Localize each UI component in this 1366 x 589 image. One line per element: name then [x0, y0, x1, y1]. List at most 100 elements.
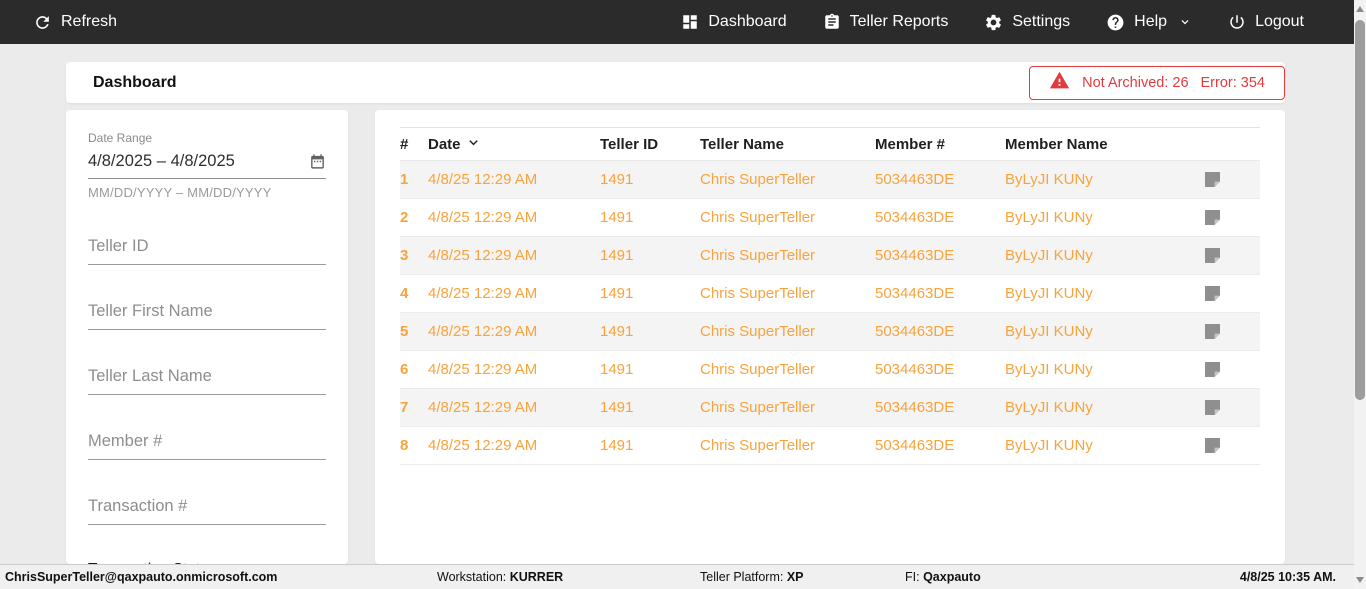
table-row[interactable]: 2 4/8/25 12:29 AM 1491 Chris SuperTeller…	[400, 198, 1260, 237]
row-member-number: 5034463DE	[875, 236, 1005, 275]
teller-id-input[interactable]	[88, 233, 326, 264]
transaction-number-field	[88, 493, 326, 525]
page-header-card: Dashboard Not Archived: 26 Error: 354	[66, 62, 1285, 103]
archive-error-alert-badge[interactable]: Not Archived: 26 Error: 354	[1029, 65, 1285, 100]
row-date: 4/8/25 12:29 AM	[428, 236, 600, 275]
row-teller-name: Chris SuperTeller	[700, 274, 875, 313]
row-member-name: ByLyJI KUNy	[1005, 426, 1205, 465]
note-icon[interactable]	[1205, 248, 1220, 263]
row-teller-id: 1491	[600, 198, 700, 237]
error-count: Error: 354	[1200, 74, 1265, 91]
chevron-down-icon	[1178, 15, 1192, 29]
not-archived-count: Not Archived: 26	[1082, 74, 1189, 91]
nav-item-settings[interactable]: Settings	[984, 13, 1070, 32]
row-number: 7	[400, 388, 428, 427]
row-date: 4/8/25 12:29 AM	[428, 198, 600, 237]
member-number-field	[88, 428, 326, 460]
row-teller-id: 1491	[600, 426, 700, 465]
note-icon[interactable]	[1205, 362, 1220, 377]
nav-item-label: Dashboard	[708, 13, 787, 30]
calendar-icon[interactable]	[309, 153, 326, 170]
note-icon[interactable]	[1205, 324, 1220, 339]
row-teller-id: 1491	[600, 312, 700, 351]
teller-last-name-input[interactable]	[88, 363, 326, 394]
nav-item-dashboard[interactable]: Dashboard	[681, 13, 787, 31]
row-notes-cell	[1205, 236, 1260, 275]
date-range-input[interactable]	[88, 152, 309, 171]
row-number: 1	[400, 160, 428, 199]
scrollbar-thumb[interactable]	[1355, 20, 1365, 400]
clipboard-icon	[823, 13, 841, 31]
note-icon[interactable]	[1205, 400, 1220, 415]
scroll-down-arrow-icon[interactable]	[1356, 577, 1364, 583]
table-row[interactable]: 1 4/8/25 12:29 AM 1491 Chris SuperTeller…	[400, 160, 1260, 199]
status-bar: ChrisSuperTeller@qaxpauto.onmicrosoft.co…	[0, 564, 1366, 589]
refresh-button[interactable]: Refresh	[33, 13, 117, 32]
refresh-icon	[33, 13, 52, 32]
row-number: 2	[400, 198, 428, 237]
row-member-name: ByLyJI KUNy	[1005, 350, 1205, 389]
row-date: 4/8/25 12:29 AM	[428, 312, 600, 351]
table-header-row: # Date Teller ID Teller Name Member # Me…	[400, 127, 1260, 161]
teller-first-name-input[interactable]	[88, 298, 326, 329]
row-teller-name: Chris SuperTeller	[700, 236, 875, 275]
teller-last-name-field	[88, 363, 326, 395]
row-teller-name: Chris SuperTeller	[700, 198, 875, 237]
column-header-date[interactable]: Date	[428, 127, 600, 161]
row-teller-id: 1491	[600, 350, 700, 389]
row-member-number: 5034463DE	[875, 274, 1005, 313]
nav-item-logout[interactable]: Logout	[1228, 13, 1304, 31]
row-notes-cell	[1205, 426, 1260, 465]
row-member-name: ByLyJI KUNy	[1005, 198, 1205, 237]
help-icon	[1106, 13, 1125, 32]
row-notes-cell	[1205, 388, 1260, 427]
row-member-name: ByLyJI KUNy	[1005, 160, 1205, 199]
power-icon	[1228, 13, 1246, 31]
filters-sidebar: Date Range MM/DD/YYYY – MM/DD/YYYY Trans…	[66, 110, 348, 564]
nav-item-teller-reports[interactable]: Teller Reports	[823, 13, 949, 31]
row-teller-id: 1491	[600, 388, 700, 427]
row-notes-cell	[1205, 274, 1260, 313]
table-row[interactable]: 4 4/8/25 12:29 AM 1491 Chris SuperTeller…	[400, 274, 1260, 313]
table-row[interactable]: 8 4/8/25 12:29 AM 1491 Chris SuperTeller…	[400, 426, 1260, 465]
row-number: 5	[400, 312, 428, 351]
transactions-table-card: # Date Teller ID Teller Name Member # Me…	[375, 110, 1285, 564]
note-icon[interactable]	[1205, 172, 1220, 187]
note-icon[interactable]	[1205, 438, 1220, 453]
row-number: 3	[400, 236, 428, 275]
row-teller-name: Chris SuperTeller	[700, 388, 875, 427]
row-member-number: 5034463DE	[875, 426, 1005, 465]
column-header-notes	[1205, 127, 1260, 161]
row-teller-name: Chris SuperTeller	[700, 312, 875, 351]
vertical-scrollbar	[1354, 0, 1366, 589]
row-number: 6	[400, 350, 428, 389]
nav-item-help[interactable]: Help	[1106, 13, 1192, 32]
gear-icon	[984, 13, 1003, 32]
row-teller-name: Chris SuperTeller	[700, 350, 875, 389]
warning-triangle-icon	[1049, 70, 1070, 95]
row-teller-id: 1491	[600, 160, 700, 199]
member-number-input[interactable]	[88, 428, 326, 459]
table-row[interactable]: 7 4/8/25 12:29 AM 1491 Chris SuperTeller…	[400, 388, 1260, 427]
transaction-status-label: Transaction Status:	[88, 561, 326, 564]
row-number: 4	[400, 274, 428, 313]
table-row[interactable]: 6 4/8/25 12:29 AM 1491 Chris SuperTeller…	[400, 350, 1260, 389]
note-icon[interactable]	[1205, 210, 1220, 225]
column-header-number: #	[400, 127, 428, 161]
nav-item-label: Logout	[1255, 13, 1304, 30]
transaction-number-input[interactable]	[88, 493, 326, 524]
sort-descending-icon	[465, 134, 482, 155]
note-icon[interactable]	[1205, 286, 1220, 301]
date-format-hint: MM/DD/YYYY – MM/DD/YYYY	[88, 185, 272, 200]
row-member-number: 5034463DE	[875, 388, 1005, 427]
row-date: 4/8/25 12:29 AM	[428, 426, 600, 465]
scroll-up-arrow-icon[interactable]	[1356, 6, 1364, 12]
nav-item-label: Teller Reports	[849, 13, 949, 30]
table-row[interactable]: 5 4/8/25 12:29 AM 1491 Chris SuperTeller…	[400, 312, 1260, 351]
row-member-name: ByLyJI KUNy	[1005, 312, 1205, 351]
row-member-name: ByLyJI KUNy	[1005, 388, 1205, 427]
table-row[interactable]: 3 4/8/25 12:29 AM 1491 Chris SuperTeller…	[400, 236, 1260, 275]
table-body: 1 4/8/25 12:29 AM 1491 Chris SuperTeller…	[400, 160, 1260, 465]
workstation-status: Workstation: KURRER	[437, 570, 564, 584]
